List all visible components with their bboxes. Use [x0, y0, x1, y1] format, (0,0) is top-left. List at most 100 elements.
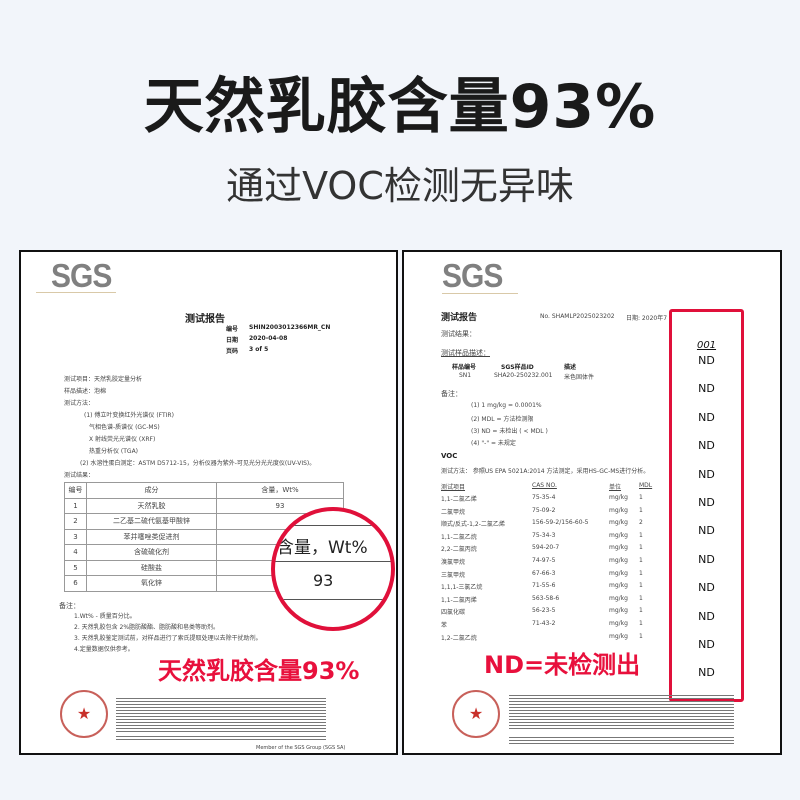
- voc-cell: mg/kg: [609, 620, 628, 627]
- magnifier-label: 含量，Wt%: [277, 538, 368, 558]
- sample-desc-label: 测试样品描述：: [441, 349, 490, 357]
- voc-cell: 71-55-6: [532, 582, 556, 590]
- voc-cell: mg/kg: [609, 607, 628, 615]
- table-cell: 4: [64, 544, 87, 561]
- table-cell: 6: [64, 575, 87, 592]
- report-line: X 射线荧光光谱仪 (XRF): [89, 436, 156, 443]
- table-cell: 含硫硫化剂: [86, 544, 217, 561]
- nd-value: ND: [698, 496, 715, 509]
- voc-cell: 1,2-二氯乙烷: [441, 634, 477, 642]
- sample-cell: SN1: [459, 372, 472, 379]
- voc-cell: 1,1,1-三氯乙烷: [441, 584, 483, 592]
- voc-cell: 2,2-二氯丙烷: [441, 546, 477, 554]
- voc-cell: 1: [639, 544, 643, 552]
- stamp-star-icon: ★: [60, 690, 108, 738]
- nd-value: ND: [698, 581, 715, 595]
- sample-header: 样品编号: [452, 364, 477, 371]
- magnifier-value: 93: [313, 571, 334, 590]
- header-cell: 成分: [86, 482, 217, 499]
- voc-cell: mg/kg: [609, 557, 628, 564]
- meta-value: 2020-04-08: [249, 335, 288, 342]
- address-lines: [116, 736, 326, 742]
- voc-cell: mg/kg: [609, 519, 628, 527]
- voc-cell: 75-35-4: [532, 494, 556, 501]
- voc-header-cell: 测试项目: [441, 484, 466, 491]
- voc-cell: 1: [639, 569, 643, 577]
- voc-cell: 1: [639, 531, 643, 539]
- sample-cell: SHA20-250232.001: [494, 372, 553, 379]
- voc-cell: 苯: [441, 622, 448, 629]
- table-cell: 天然乳胶: [86, 497, 217, 514]
- meta-key: 编号: [226, 326, 239, 333]
- note-line: 1.Wt% - 质量百分比。: [74, 613, 136, 620]
- nd-value: ND: [698, 552, 715, 566]
- table-cell: 3: [64, 528, 87, 545]
- voc-cell: 56-23-5: [532, 607, 556, 615]
- report-number: No. SHAMLP2025023202: [540, 313, 615, 320]
- voc-cell: 75-34-3: [532, 531, 556, 539]
- magnifier-circle: 含量，Wt% 93: [271, 507, 395, 631]
- voc-report: SGS 测试报告 No. SHAMLP2025023202 日期: 2020年7…: [402, 250, 782, 755]
- table-row: 1 天然乳胶 93: [64, 497, 344, 514]
- voc-cell: mg/kg: [609, 569, 628, 577]
- table-cell: 5: [64, 559, 87, 576]
- voc-cell: mg/kg: [609, 632, 628, 640]
- stamp-star-icon: ★: [452, 690, 500, 738]
- fine-print: [116, 698, 326, 732]
- voc-cell: mg/kg: [609, 494, 628, 501]
- voc-cell: 1: [639, 620, 643, 627]
- subheadline: 通过VOC检测无异味: [226, 164, 574, 208]
- nd-value: ND: [698, 638, 715, 651]
- logo-rule: [442, 293, 518, 294]
- note-line: (1) 1 mg/kg = 0.0001%: [471, 402, 542, 409]
- note-line: 4.定量数据仅供参考。: [74, 646, 134, 653]
- voc-cell: 二氯甲烷: [441, 508, 466, 516]
- sample-header: SGS样品ID: [501, 364, 534, 371]
- note-line: (2) MDL = 方法检测限: [471, 416, 534, 423]
- voc-cell: 1: [639, 506, 643, 514]
- report-line: 测试项目：天然乳胶定量分析: [64, 376, 143, 383]
- voc-label: VOC: [441, 452, 458, 460]
- voc-cell: 1: [639, 557, 643, 564]
- voc-cell: 1: [639, 494, 643, 501]
- note-line: (3) ND = 未检出 ( < MDL ): [471, 428, 548, 435]
- latex-content-report: SGS 测试报告 编号 SHIN2003012366MR_CN 日期 2020-04-…: [19, 250, 398, 755]
- voc-cell: 溴氯甲烷: [441, 559, 466, 566]
- voc-cell: 1,1-二氯乙烷: [441, 533, 477, 541]
- voc-cell: mg/kg: [609, 531, 628, 539]
- report-title: 测试报告: [441, 313, 478, 323]
- table-cell: 苯并噻唑类促进剂: [86, 528, 217, 545]
- voc-cell: 四氯化碳: [441, 609, 466, 617]
- voc-cell: 71-43-2: [532, 620, 556, 627]
- meta-key: 日期: [226, 337, 239, 344]
- voc-cell: mg/kg: [609, 594, 628, 602]
- nd-callout: ND=未检测出: [484, 651, 641, 679]
- table-cell: 2: [64, 513, 87, 530]
- address-lines: [509, 737, 734, 744]
- voc-cell: 594-20-7: [532, 544, 560, 552]
- voc-cell: 2: [639, 519, 643, 527]
- voc-cell: 三氯甲烷: [441, 571, 466, 579]
- nd-value: ND: [698, 410, 715, 424]
- report-line: 热重分析仪 (TGA): [89, 448, 139, 455]
- nd-value: ND: [698, 467, 715, 481]
- meta-value: SHIN2003012366MR_CN: [249, 324, 331, 331]
- report-line: (1) 傅立叶变换红外光谱仪 (FTIR): [84, 412, 174, 419]
- report-line: 气相色谱-质谱仪 (GC-MS): [89, 424, 160, 431]
- nd-value: ND: [698, 382, 715, 396]
- headline: 天然乳胶含量93%: [143, 72, 657, 142]
- voc-cell: mg/kg: [609, 582, 628, 590]
- notes-label: 备注：: [59, 602, 80, 610]
- header-cell: 编号: [64, 482, 87, 499]
- voc-header-cell: 单位: [609, 484, 622, 491]
- report-line: (2) 水溶性蛋白测定：ASTM D5712-15，分析仪器为紫外-可见光分光光…: [80, 460, 316, 467]
- voc-cell: 74-97-5: [532, 557, 556, 564]
- voc-cell: 75-09-2: [532, 506, 556, 514]
- test-method: 测试方法： 参照US EPA 5021A:2014 方法测定，采用HS-GC-M…: [441, 468, 650, 475]
- report-line: 测试结果：: [64, 472, 95, 479]
- nd-highlight-box: 001 ND ND ND ND ND ND ND ND ND ND ND ND: [669, 309, 744, 702]
- results-label: 测试结果：: [441, 330, 476, 338]
- voc-cell: mg/kg: [609, 506, 628, 514]
- voc-cell: mg/kg: [609, 544, 628, 552]
- nd-value: ND: [698, 666, 715, 680]
